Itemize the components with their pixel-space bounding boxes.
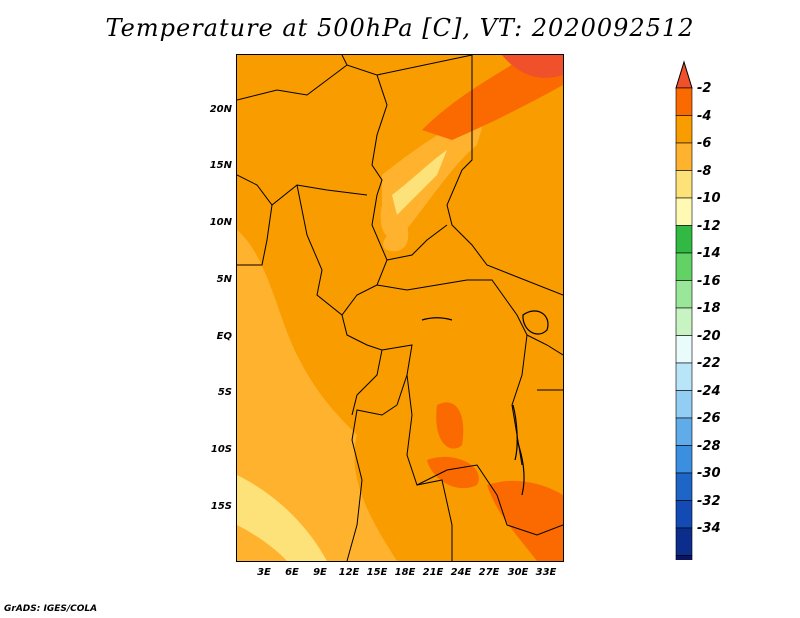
- colorbar-label: -32: [697, 494, 721, 509]
- colorbar-swatch: [675, 362, 693, 391]
- colorbar-label: -20: [697, 329, 721, 344]
- lon-tick-27e: 27E: [478, 567, 500, 578]
- colorbar-swatch: [675, 500, 693, 529]
- colorbar-label: -24: [697, 384, 721, 399]
- field-minus-4-patch-s: [427, 456, 479, 489]
- field-minus-8-inner-sw: [237, 525, 287, 561]
- field-minus-8-region-sw: [237, 230, 397, 561]
- field-minus-10-region-n: [392, 150, 447, 215]
- lon-tick-15e: 15E: [366, 567, 388, 578]
- colorbar-label: -16: [697, 274, 721, 289]
- colorbar-swatch: [675, 252, 693, 281]
- lat-tick-5s: 5S: [217, 387, 232, 398]
- lat-tick-15s: 15S: [210, 501, 232, 512]
- colorbar-label: -2: [697, 81, 712, 96]
- colorbar-top-arrow: [675, 60, 693, 89]
- lon-tick-9e: 9E: [313, 567, 327, 578]
- colorbar-swatch: [675, 280, 693, 309]
- colorbar-swatch: [675, 445, 693, 474]
- temperature-field: [237, 55, 563, 561]
- field-minus-8-patch: [383, 225, 409, 252]
- lat-tick-10s: 10S: [210, 444, 232, 455]
- colorbar-swatch: [675, 555, 693, 560]
- lat-tick-5n: 5N: [216, 274, 232, 285]
- colorbar-label: -22: [697, 356, 721, 371]
- colorbar-label: -6: [697, 136, 712, 151]
- lon-tick-6e: 6E: [285, 567, 299, 578]
- colorbar-swatch: [675, 142, 693, 171]
- colorbar-swatch: [675, 225, 693, 254]
- lat-tick-15n: 15N: [209, 160, 232, 171]
- field-minus-4-region-se: [487, 480, 563, 561]
- lon-tick-12e: 12E: [338, 567, 360, 578]
- lon-tick-30e: 30E: [507, 567, 529, 578]
- lon-tick-18e: 18E: [394, 567, 416, 578]
- country-borders: [237, 55, 563, 561]
- lon-tick-3e: 3E: [257, 567, 271, 578]
- colorbar-label: -34: [697, 521, 721, 536]
- lon-tick-21e: 21E: [422, 567, 444, 578]
- colorbar-swatch: [675, 197, 693, 226]
- colorbar-label: -10: [697, 191, 721, 206]
- lon-tick-33e: 33E: [535, 567, 557, 578]
- colorbar-swatch: [675, 170, 693, 199]
- map-title: Temperature at 500hPa [C], VT: 202009251…: [105, 14, 695, 42]
- lat-tick-20n: 20N: [209, 104, 232, 115]
- colorbar-swatch: [675, 307, 693, 336]
- colorbar-label: -28: [697, 439, 721, 454]
- credit-text: GrADS: IGES/COLA: [4, 604, 98, 614]
- colorbar-label: -12: [697, 219, 721, 234]
- colorbar-swatch: [675, 472, 693, 501]
- colorbar-label: -8: [697, 164, 712, 179]
- colorbar-swatch: [675, 527, 693, 556]
- field-minus-4-region-ne: [422, 55, 563, 140]
- lat-tick-eq: EQ: [216, 331, 232, 342]
- colorbar-label: -14: [697, 246, 721, 261]
- colorbar-label: -18: [697, 301, 721, 316]
- colorbar-swatch: [675, 390, 693, 419]
- colorbar-label: -30: [697, 466, 721, 481]
- colorbar-swatch: [675, 115, 693, 144]
- colorbar-swatch: [675, 335, 693, 364]
- colorbar-swatch: [675, 417, 693, 446]
- colorbar: [675, 60, 693, 560]
- map-plot-area: [236, 54, 564, 562]
- field-minus-4-patch-c: [436, 402, 464, 449]
- field-minus-2-region-ne: [502, 55, 563, 78]
- lat-tick-10n: 10N: [209, 217, 232, 228]
- colorbar-label: -4: [697, 109, 712, 124]
- lon-tick-24e: 24E: [450, 567, 472, 578]
- colorbar-label: -26: [697, 411, 721, 426]
- lake-outlines: [421, 310, 549, 496]
- colorbar-swatch: [675, 87, 693, 116]
